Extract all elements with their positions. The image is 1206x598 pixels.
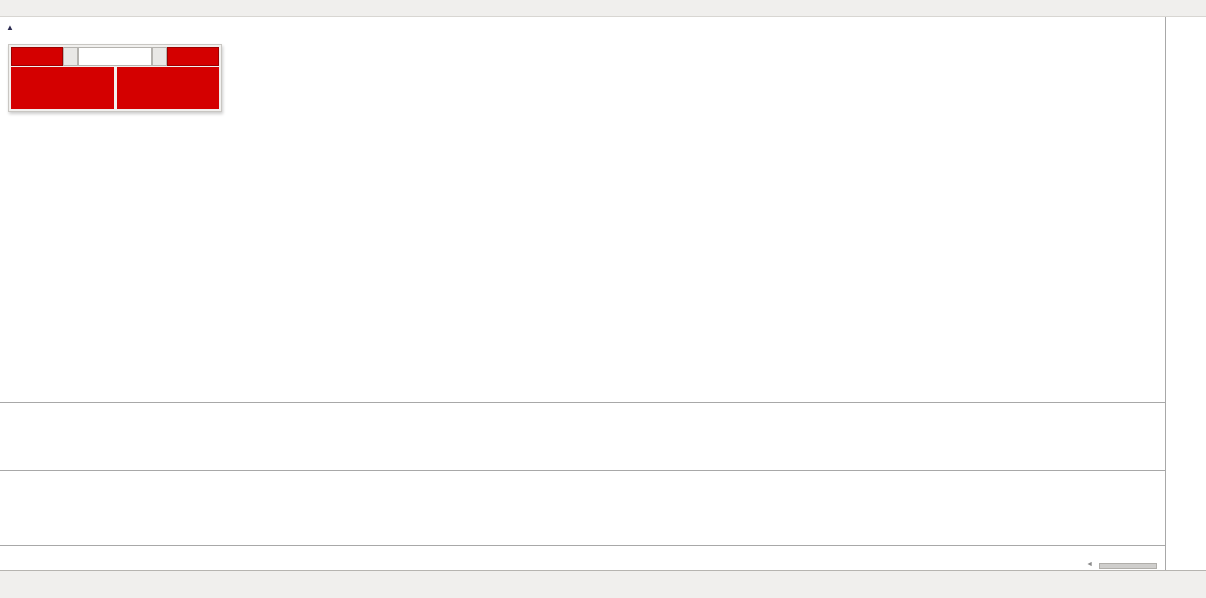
chart-scrollbar: ◄ xyxy=(0,561,1165,570)
macd-canvas[interactable] xyxy=(0,403,1165,470)
volume-down-button[interactable] xyxy=(63,47,78,66)
buy-button[interactable] xyxy=(167,47,219,66)
statusbar-filler xyxy=(0,592,1206,598)
chart-area: ▲ xyxy=(0,17,1206,570)
chart-header: ▲ xyxy=(6,21,38,33)
rsi-canvas[interactable] xyxy=(0,471,1165,545)
volume-up-button[interactable] xyxy=(152,47,167,66)
one-click-trading-panel xyxy=(8,44,222,112)
price-divider xyxy=(113,67,117,109)
timeframe-toolbar xyxy=(0,0,1206,17)
chart-tabs-bar xyxy=(0,570,1206,592)
buy-price-display[interactable] xyxy=(116,67,219,109)
date-axis[interactable] xyxy=(0,546,1165,561)
sell-price-display[interactable] xyxy=(11,67,114,109)
collapse-trade-panel-icon[interactable]: ▲ xyxy=(6,23,14,32)
panel-divider[interactable] xyxy=(0,402,1206,403)
panel-divider[interactable] xyxy=(0,470,1206,471)
rsi-label xyxy=(5,474,9,485)
scroll-left-icon[interactable]: ◄ xyxy=(1086,561,1093,568)
price-axis[interactable] xyxy=(1165,17,1206,570)
macd-label xyxy=(5,406,13,417)
volume-input[interactable] xyxy=(78,47,152,66)
scrollbar-thumb[interactable] xyxy=(1099,563,1157,569)
trade-prices-row xyxy=(11,67,219,109)
sell-button[interactable] xyxy=(11,47,63,66)
trade-controls-row xyxy=(11,47,219,66)
panel-divider xyxy=(0,545,1206,546)
